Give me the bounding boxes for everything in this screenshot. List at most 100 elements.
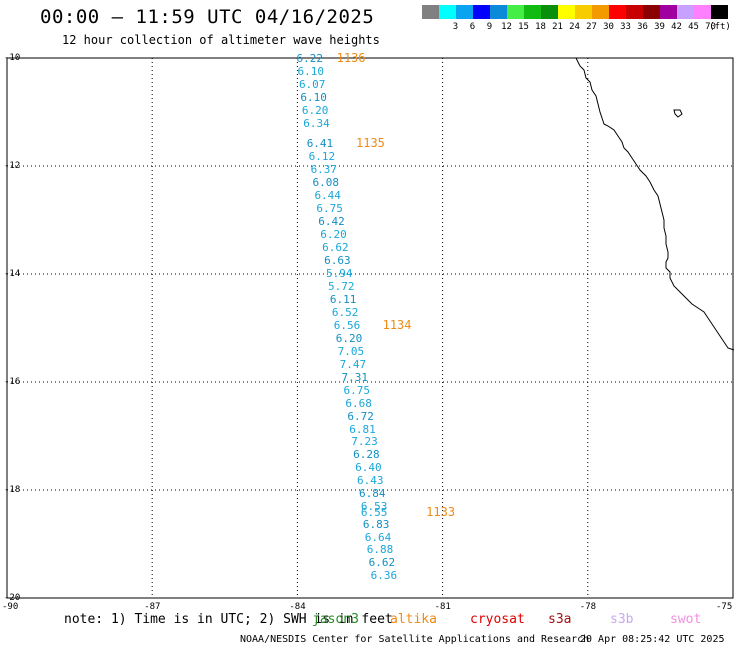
- color-scale-swatch: [592, 5, 609, 19]
- footer-timestamp: 20 Apr 08:25:42 UTC 2025: [580, 634, 725, 645]
- color-scale-swatch: [558, 5, 575, 19]
- wave-height-value: 6.53: [360, 500, 388, 514]
- color-scale-label: 42: [671, 22, 682, 32]
- wave-height-value: 6.11: [329, 292, 357, 306]
- wave-height-value: 5.94: [326, 267, 353, 280]
- longitude-tick-label: -75: [716, 602, 733, 612]
- wave-height-value: 6.20: [301, 103, 329, 117]
- legend-note: note: 1) Time is in UTC; 2) SWH is in fe…: [64, 612, 393, 627]
- color-scale-swatch: [711, 5, 728, 19]
- color-scale-label: 39: [654, 22, 665, 32]
- wave-height-value: 6.10: [297, 65, 325, 79]
- color-scale-label: 6: [469, 22, 476, 32]
- longitude-tick-label: -84: [289, 602, 306, 612]
- wave-height-value: 6.55: [360, 505, 388, 519]
- color-scale-swatch: [643, 5, 660, 19]
- footer-credit: NOAA/NESDIS Center for Satellite Applica…: [240, 634, 590, 645]
- color-scale-label: 18: [535, 22, 546, 32]
- satellite-legend-item: s3a: [548, 612, 572, 627]
- wave-height-value: 5.72: [327, 279, 355, 293]
- wave-height-value: 7.47: [339, 357, 367, 371]
- longitude-tick-label: -87: [144, 602, 161, 612]
- color-scale-swatch: [660, 5, 677, 19]
- lat-lon-grid: [7, 58, 733, 598]
- wave-height-value: 6.34: [303, 116, 330, 130]
- chart-title: 00:00 – 11:59 UTC 04/16/2025: [40, 6, 375, 28]
- color-scale-label: 30: [603, 22, 614, 32]
- color-scale-swatch: [524, 5, 541, 19]
- wave-height-value: 6.42: [318, 215, 345, 229]
- color-scale-label: 15: [518, 22, 529, 32]
- color-scale-label: 27: [586, 22, 597, 32]
- wave-height-value: 6.37: [310, 163, 338, 177]
- longitude-tick-label: -90: [2, 602, 19, 612]
- coastline-islet: [673, 109, 683, 118]
- color-scale-swatch: [626, 5, 643, 19]
- color-scale-label: 33: [620, 22, 631, 32]
- wave-height-value: 6.52: [331, 305, 359, 319]
- wave-height-value: 6.83: [362, 517, 390, 531]
- wave-height-value: 6.44: [314, 189, 341, 203]
- color-scale-label: 21: [552, 22, 563, 32]
- wave-height-value: 6.41: [306, 137, 334, 151]
- wave-height-value: 6.81: [349, 422, 376, 436]
- latitude-tick-label: -12: [4, 161, 21, 171]
- orbit-number-label: 1134: [382, 317, 412, 332]
- color-scale-swatch: [609, 5, 626, 19]
- satellite-legend-item: altika: [390, 612, 437, 627]
- wave-height-value: 6.20: [335, 331, 363, 345]
- wave-height-value: 6.12: [308, 150, 336, 164]
- satellite-legend-item: s3b: [610, 612, 634, 627]
- color-scale-swatch: [439, 5, 456, 19]
- wave-height-value: 6.63: [324, 254, 351, 268]
- wave-height-value: 6.84: [358, 487, 386, 501]
- color-scale-label: 70: [705, 22, 716, 32]
- wave-height-value: 6.28: [353, 448, 380, 462]
- coastline-peru: [575, 57, 735, 351]
- wave-height-value: 6.10: [300, 90, 327, 104]
- satellite-legend-item: swot: [670, 612, 702, 627]
- latitude-tick-label: -14: [4, 269, 21, 279]
- color-scale-label: 12: [501, 22, 512, 32]
- wave-height-value: 6.68: [345, 396, 372, 410]
- wave-height-value: 6.20: [320, 228, 347, 242]
- color-scale-swatch: [541, 5, 558, 19]
- latitude-tick-label: -18: [4, 485, 21, 495]
- color-scale-label: 3: [452, 22, 459, 32]
- wave-height-value: 6.64: [364, 530, 392, 544]
- wave-height-value: 6.36: [370, 569, 398, 583]
- wave-height-value: 6.88: [366, 543, 394, 557]
- color-scale-label: 24: [569, 22, 580, 32]
- wave-height-value: 6.72: [347, 409, 374, 423]
- color-scale-label: 9: [486, 22, 493, 32]
- color-scale-label: 36: [637, 22, 648, 32]
- color-scale-swatch: [507, 5, 524, 19]
- orbit-number-label: 1133: [426, 504, 456, 519]
- wave-height-value: 6.08: [312, 176, 340, 190]
- color-scale-unit: (ft): [709, 22, 731, 32]
- orbit-number-label: 1136: [336, 51, 366, 66]
- color-scale-swatch: [422, 5, 439, 19]
- color-scale-label: 45: [688, 22, 699, 32]
- color-scale-swatch: [575, 5, 592, 19]
- wave-height-value: 6.62: [368, 556, 396, 570]
- color-scale-swatch: [694, 5, 711, 19]
- latitude-tick-label: -10: [4, 53, 21, 63]
- wave-height-value: 6.43: [357, 474, 384, 488]
- color-scale-swatch: [677, 5, 694, 19]
- wave-height-value: 6.75: [343, 383, 370, 397]
- wave-height-value: 6.75: [316, 202, 343, 216]
- longitude-tick-label: -78: [579, 602, 597, 612]
- longitude-tick-label: -81: [434, 602, 451, 612]
- wave-height-value: 6.07: [298, 78, 326, 91]
- map-frame: [6, 57, 734, 599]
- wave-height-value: 6.62: [322, 241, 349, 255]
- wave-height-value: 7.05: [337, 344, 365, 358]
- color-scale-swatch: [473, 5, 490, 19]
- color-scale-swatch: [490, 5, 507, 19]
- color-scale-swatch: [456, 5, 473, 19]
- latitude-tick-label: -16: [4, 377, 21, 387]
- wave-height-value: 7.23: [351, 435, 378, 449]
- latitude-tick-label: -20: [4, 593, 21, 603]
